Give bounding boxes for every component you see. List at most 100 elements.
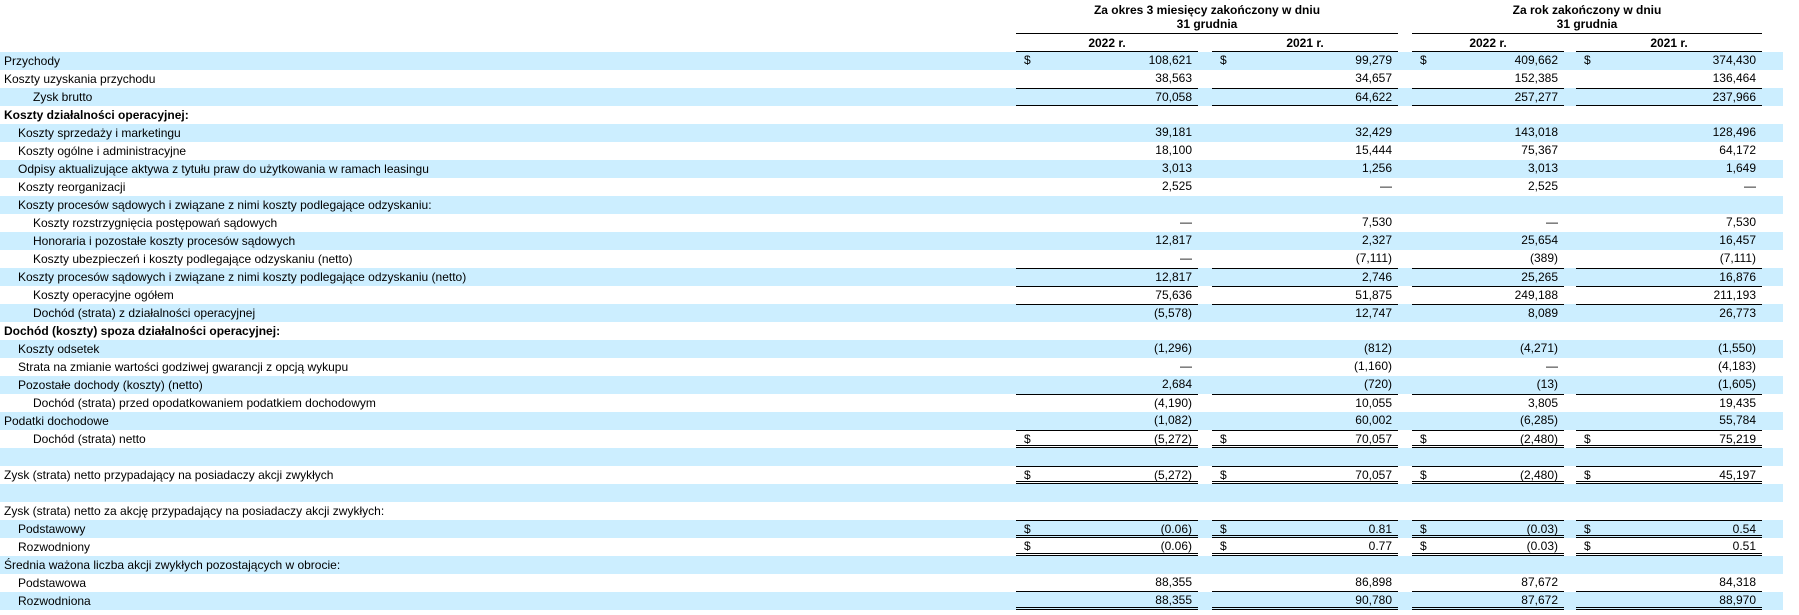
value: (7,111) bbox=[1720, 250, 1756, 268]
currency-symbol: $ bbox=[1220, 467, 1227, 481]
value-cell: 87,672 bbox=[1412, 574, 1564, 592]
column-gap bbox=[1198, 250, 1212, 268]
column-gap bbox=[1564, 376, 1576, 394]
value-cell: $374,430 bbox=[1576, 52, 1762, 70]
table-row: Zysk (strata) netto za akcję przypadając… bbox=[0, 502, 1783, 520]
table-row: Koszty operacyjne ogółem75,63651,875249,… bbox=[0, 286, 1783, 304]
value-cell: 12,817 bbox=[1016, 268, 1198, 286]
value-cell: 3,013 bbox=[1412, 160, 1564, 178]
column-gap bbox=[1198, 124, 1212, 142]
table-row: Pozostałe dochody (koszty) (netto) 2,684 (… bbox=[0, 376, 1783, 394]
table-row: Dochód (koszty) spoza działalności opera… bbox=[0, 322, 1783, 340]
value-cell: 12,817 bbox=[1016, 232, 1198, 250]
column-gap bbox=[1398, 232, 1412, 250]
row-label: Koszty rozstrzygnięcia postępowań sądowy… bbox=[0, 214, 1016, 232]
column-gap bbox=[1198, 520, 1212, 538]
value: 25,654 bbox=[1521, 232, 1558, 250]
column-gap bbox=[1398, 250, 1412, 268]
table-row: Koszty sprzedaży i marketingu39,18132,42… bbox=[0, 124, 1783, 142]
value: 15,444 bbox=[1355, 142, 1392, 160]
column-gap bbox=[1398, 178, 1412, 196]
header-year-line2: 31 grudnia bbox=[1412, 17, 1762, 31]
value: — bbox=[1180, 358, 1192, 376]
column-gap bbox=[1198, 178, 1212, 196]
value: (1,550) bbox=[1718, 340, 1756, 358]
row-label: Koszty odsetek bbox=[0, 340, 1016, 358]
row-label: Honoraria i pozostałe koszty procesów są… bbox=[0, 232, 1016, 250]
row-label: Koszty ubezpieczeń i koszty podlegające … bbox=[0, 250, 1016, 268]
row-label: Zysk brutto bbox=[0, 88, 1016, 106]
table-row: Koszty procesów sądowych i związane z ni… bbox=[0, 268, 1783, 286]
value-cell: 136,464 bbox=[1576, 70, 1762, 88]
column-gap bbox=[1564, 160, 1576, 178]
column-gap bbox=[1198, 304, 1212, 322]
value-cell: $(0.03) bbox=[1412, 538, 1564, 556]
value-cell: 51,875 bbox=[1212, 286, 1398, 304]
value-cell: (4,271) bbox=[1412, 340, 1564, 358]
value: 16,876 bbox=[1719, 269, 1756, 286]
header-quarter-period: Za okres 3 miesięcy zakończony w dniu 31… bbox=[1016, 3, 1398, 34]
income-statement-table: Za okres 3 miesięcy zakończony w dniu 31… bbox=[0, 0, 1783, 610]
value: (720) bbox=[1364, 376, 1392, 394]
column-gap bbox=[1564, 538, 1576, 556]
header-quarter-line1: Za okres 3 miesięcy zakończony w dniu bbox=[1016, 3, 1398, 17]
value: 2,525 bbox=[1162, 178, 1192, 196]
row-label: Zysk (strata) netto przypadający na posi… bbox=[0, 466, 1016, 484]
value: 32,429 bbox=[1355, 124, 1392, 142]
value-cell: 32,429 bbox=[1212, 124, 1398, 142]
value: 1,256 bbox=[1362, 160, 1392, 178]
value-cell: (5,578) bbox=[1016, 304, 1198, 322]
value: (1,160) bbox=[1354, 358, 1392, 376]
row-label: Podstawowy bbox=[0, 520, 1016, 538]
value-cell: 152,385 bbox=[1412, 70, 1564, 88]
table-row: Zysk (strata) netto przypadający na posi… bbox=[0, 466, 1783, 484]
value: 143,018 bbox=[1515, 124, 1558, 142]
value-cell: 19,435 bbox=[1576, 394, 1762, 412]
table-row: Koszty odsetek(1,296)(812)(4,271)(1,550) bbox=[0, 340, 1783, 358]
value-cell: 2,525 bbox=[1016, 178, 1198, 196]
value-cell: — bbox=[1016, 358, 1198, 376]
value-cell: (1,160) bbox=[1212, 358, 1398, 376]
table-row: Średnia ważona liczba akcji zwykłych poz… bbox=[0, 556, 1783, 574]
column-gap bbox=[1198, 538, 1212, 556]
column-gap bbox=[1564, 250, 1576, 268]
value-cell: 7,530 bbox=[1576, 214, 1762, 232]
column-gap bbox=[1398, 520, 1412, 538]
column-gap bbox=[1398, 538, 1412, 556]
column-gap bbox=[1398, 124, 1412, 142]
row-label: Pozostałe dochody (koszty) (netto) bbox=[0, 376, 1016, 394]
value-cell: 3,805 bbox=[1412, 394, 1564, 412]
currency-symbol: $ bbox=[1584, 538, 1591, 553]
value-cell: (812) bbox=[1212, 340, 1398, 358]
row-label: Koszty sprzedaży i marketingu bbox=[0, 124, 1016, 142]
currency-symbol: $ bbox=[1220, 538, 1227, 553]
row-label: Dochód (strata) z działalności operacyjn… bbox=[0, 304, 1016, 322]
value: 38,563 bbox=[1155, 70, 1192, 88]
value-cell: — bbox=[1412, 358, 1564, 376]
row-label bbox=[0, 484, 1016, 502]
value-cell: — bbox=[1016, 214, 1198, 232]
value: (389) bbox=[1530, 250, 1558, 268]
column-gap bbox=[1198, 592, 1212, 610]
header-period-row: Za okres 3 miesięcy zakończony w dniu 31… bbox=[0, 3, 1783, 34]
column-gap bbox=[1564, 592, 1576, 610]
currency-symbol: $ bbox=[1220, 431, 1227, 445]
row-label: Podatki dochodowe bbox=[0, 412, 1016, 430]
currency-symbol: $ bbox=[1420, 431, 1427, 445]
value-cell: 75,636 bbox=[1016, 286, 1198, 304]
value-cell: $(5,272) bbox=[1016, 466, 1198, 484]
value: 2,684 bbox=[1162, 376, 1192, 394]
column-gap bbox=[1564, 124, 1576, 142]
value-cell: $0.77 bbox=[1212, 538, 1398, 556]
row-label: Dochód (strata) netto bbox=[0, 430, 1016, 448]
value: 16,457 bbox=[1719, 232, 1756, 250]
value-cell: (720) bbox=[1212, 376, 1398, 394]
value: 0.54 bbox=[1733, 521, 1756, 535]
value-cell: 86,898 bbox=[1212, 574, 1398, 592]
value-cell: 88,355 bbox=[1016, 574, 1198, 592]
table-row: Dochód (strata) z działalności operacyjn… bbox=[0, 304, 1783, 322]
column-gap bbox=[1198, 286, 1212, 304]
value-cell: 211,193 bbox=[1576, 286, 1762, 304]
column-gap bbox=[1198, 430, 1212, 448]
value: 86,898 bbox=[1355, 574, 1392, 591]
